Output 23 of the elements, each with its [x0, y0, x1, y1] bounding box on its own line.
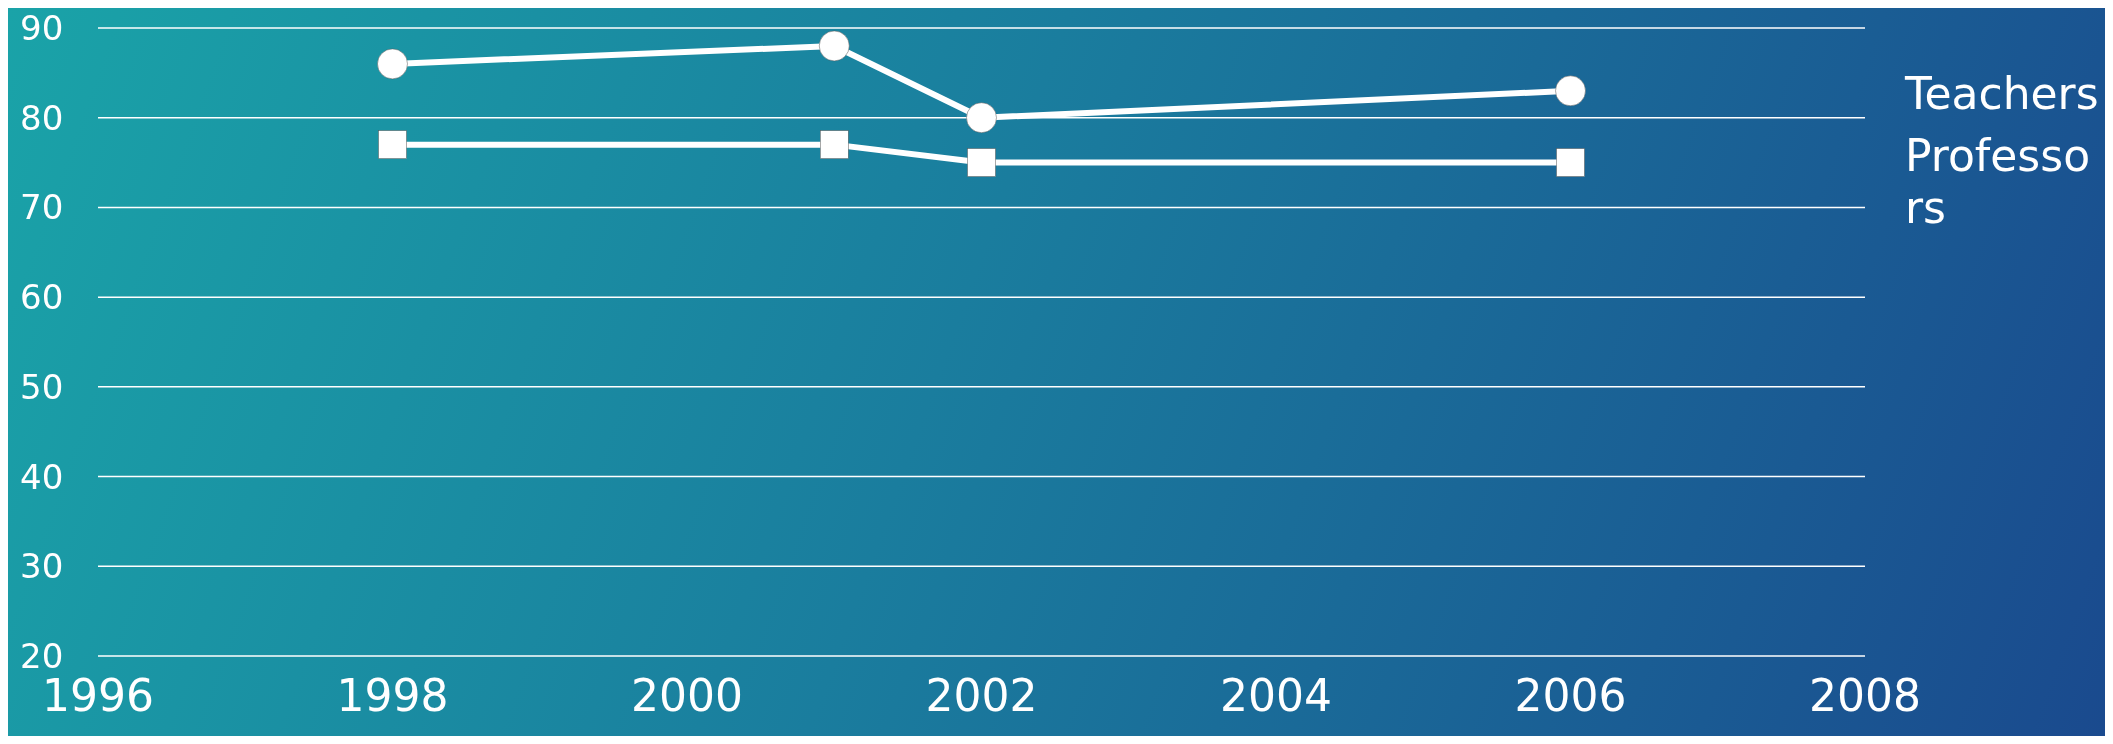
point [819, 30, 850, 62]
y-tick-label: 40 [20, 456, 64, 497]
point [820, 130, 849, 159]
x-tick-label: 2006 [1514, 670, 1627, 722]
point [967, 148, 996, 177]
y-tick-label: 60 [20, 277, 64, 318]
point [377, 48, 408, 80]
y-tick-label: 50 [20, 366, 64, 407]
point [966, 102, 997, 133]
x-tick-label: 1998 [336, 670, 449, 722]
text: Teachers [1905, 68, 2100, 120]
y-tick-label: 30 [20, 546, 64, 587]
y-tick-label: 90 [20, 8, 64, 49]
x-tick-label: 2004 [1220, 670, 1332, 722]
point [378, 130, 407, 159]
point [1556, 148, 1585, 177]
y-tick-label: 70 [20, 187, 64, 228]
y-tick-label: 80 [20, 97, 64, 138]
point [1555, 75, 1586, 107]
x-tick-label: 2002 [925, 670, 1038, 722]
x-tick-label: 2008 [1809, 670, 1921, 722]
text: Professors [1905, 130, 2092, 234]
x-tick-label: 2000 [631, 670, 743, 722]
